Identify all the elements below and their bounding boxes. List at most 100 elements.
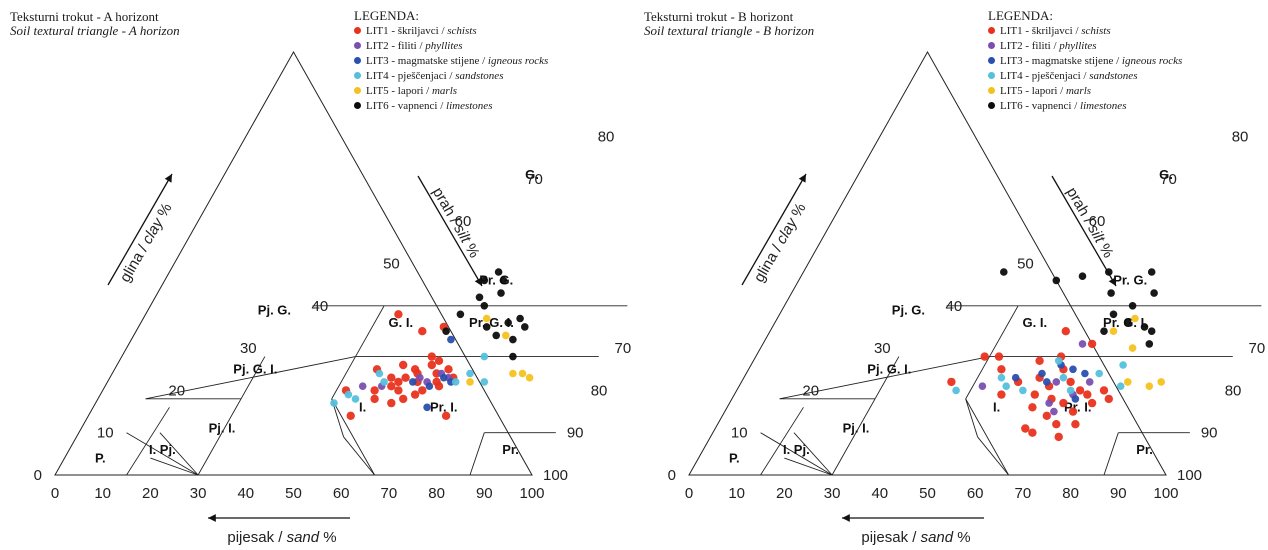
tick-label-clay: 80 bbox=[598, 129, 615, 146]
data-point-lit4 bbox=[480, 352, 489, 361]
data-point-lit1 bbox=[1104, 394, 1113, 404]
data-point-lit6 bbox=[1109, 310, 1118, 319]
tick-label-clay: 70 bbox=[526, 171, 543, 188]
legend-name: vapnenci / bbox=[1031, 100, 1081, 112]
legend-name: filiti / bbox=[397, 40, 426, 52]
tick-label-silt: 80 bbox=[591, 382, 608, 399]
tick-label-sand: 80 bbox=[1062, 485, 1079, 502]
data-point-lit1 bbox=[1071, 420, 1080, 429]
zone-label: P. bbox=[729, 450, 740, 465]
tick-label-sand: 0 bbox=[51, 485, 59, 502]
data-point-lit6 bbox=[480, 302, 489, 310]
data-point-lit1 bbox=[387, 373, 396, 382]
data-point-lit1 bbox=[427, 352, 436, 361]
data-point-lit6 bbox=[521, 323, 529, 331]
data-point-lit1 bbox=[427, 360, 436, 370]
data-point-lit1 bbox=[394, 377, 403, 387]
zone-boundary bbox=[779, 356, 990, 400]
legend-name-en: marls bbox=[431, 85, 458, 97]
data-point-lit4 bbox=[1116, 382, 1125, 391]
legend-name-en: igneous rocks bbox=[1121, 55, 1183, 67]
legend-name: filiti / bbox=[1031, 40, 1060, 52]
zone-boundary bbox=[760, 407, 804, 476]
legend-item-lit4: LIT4 - pješčenjaci / sandstones bbox=[988, 69, 1182, 84]
data-point-lit1 bbox=[1099, 386, 1109, 395]
soil-texture-triangle-b: G.Pr. G.Pj. G.G. I.Pr. G. I.Pj. G. I.I.P… bbox=[668, 50, 1265, 546]
data-point-lit5 bbox=[466, 378, 474, 386]
data-point-lit5 bbox=[482, 314, 491, 323]
data-point-lit4 bbox=[351, 395, 360, 403]
data-point-lit3 bbox=[1043, 378, 1051, 386]
panel-subtitle: Soil textural triangle - A horizon bbox=[10, 23, 180, 38]
zone-boundary bbox=[343, 436, 375, 476]
data-point-lit3 bbox=[423, 403, 431, 412]
data-point-lit1 bbox=[1054, 432, 1063, 442]
tick-label-clay: 20 bbox=[802, 382, 819, 399]
tick-label-sand: 40 bbox=[237, 485, 254, 502]
legend: LEGENDA: LIT1 - škriljavci / schists LIT2… bbox=[988, 8, 1182, 114]
data-point-lit4 bbox=[480, 378, 489, 386]
data-point-lit4 bbox=[1002, 382, 1010, 391]
data-point-lit6 bbox=[509, 335, 517, 344]
data-point-lit6 bbox=[480, 276, 489, 285]
arrow-clay bbox=[107, 173, 173, 286]
tick-label-sand: 10 bbox=[728, 485, 745, 502]
legend-name-en: sandstones bbox=[455, 70, 504, 82]
data-point-lit5 bbox=[1157, 378, 1165, 386]
legend-code: LIT3 - bbox=[366, 55, 398, 67]
zone-label: G. I. bbox=[389, 315, 414, 330]
legend-name-en: marls bbox=[1065, 85, 1092, 97]
legend-marker bbox=[354, 27, 361, 34]
legend-name: pješčenjaci / bbox=[1031, 70, 1090, 82]
zone-label: Pj. G. I. bbox=[867, 361, 911, 376]
zone-label: Pr. G. bbox=[1113, 273, 1147, 288]
legend-item-lit2: LIT2 - filiti / phyllites bbox=[988, 39, 1182, 54]
legend-code: LIT4 - bbox=[1000, 70, 1032, 82]
zone-boundary bbox=[965, 398, 979, 438]
legend-marker bbox=[354, 42, 361, 49]
data-point-lit1 bbox=[997, 365, 1006, 374]
legend-code: LIT6 - bbox=[1000, 100, 1032, 112]
tick-label-clay: 20 bbox=[168, 382, 185, 399]
tick-label-silt: 90 bbox=[1201, 425, 1218, 442]
legend-code: LIT1 - bbox=[366, 25, 398, 37]
tick-label-silt: 70 bbox=[615, 340, 632, 357]
tick-label-clay: 60 bbox=[455, 213, 472, 230]
data-point-lit1 bbox=[410, 390, 420, 399]
zone-boundary bbox=[989, 305, 1019, 357]
legend-name: škriljavci / bbox=[1031, 25, 1082, 37]
legend-marker bbox=[354, 87, 361, 94]
panel-b-horizon: Teksturni trokut - B horizont Soil textu… bbox=[634, 0, 1268, 550]
tick-label-clay: 0 bbox=[34, 467, 42, 484]
legend: LEGENDA: LIT1 - škriljavci / schists LIT2… bbox=[354, 8, 548, 114]
legend-name-en: sandstones bbox=[1089, 70, 1138, 82]
data-point-lit2 bbox=[1085, 378, 1094, 386]
legend-item-lit2: LIT2 - filiti / phyllites bbox=[354, 39, 548, 54]
data-point-lit3 bbox=[1069, 365, 1077, 374]
data-point-lit5 bbox=[1109, 327, 1118, 336]
legend-marker bbox=[354, 72, 361, 79]
legend-code: LIT3 - bbox=[1000, 55, 1032, 67]
zone-boundary bbox=[793, 432, 833, 476]
tick-label-sand: 50 bbox=[285, 485, 302, 502]
data-point-lit4 bbox=[1095, 369, 1103, 378]
legend-title: LEGENDA: bbox=[354, 8, 419, 23]
zone-label: Pr. bbox=[1136, 442, 1153, 457]
data-point-lit5 bbox=[1131, 314, 1139, 323]
data-point-lit4 bbox=[1019, 386, 1027, 395]
data-point-lit1 bbox=[418, 386, 427, 395]
data-point-lit5 bbox=[1124, 378, 1132, 386]
legend-name: magmatske stijene / bbox=[397, 55, 488, 67]
data-point-lit6 bbox=[1105, 268, 1113, 276]
legend-item-lit3: LIT3 - magmatske stijene / igneous rocks bbox=[354, 54, 548, 69]
legend-code: LIT4 - bbox=[366, 70, 398, 82]
legend-code: LIT6 - bbox=[366, 100, 398, 112]
data-point-lit1 bbox=[1035, 356, 1044, 365]
data-point-lit6 bbox=[494, 268, 503, 276]
data-point-lit1 bbox=[401, 373, 410, 382]
zone-boundary bbox=[355, 305, 385, 357]
legend-name: lapori / bbox=[1031, 85, 1066, 97]
legend-marker bbox=[354, 102, 361, 109]
axis-label-clay: glina / clay % bbox=[117, 200, 176, 285]
data-point-lit6 bbox=[1078, 272, 1087, 281]
